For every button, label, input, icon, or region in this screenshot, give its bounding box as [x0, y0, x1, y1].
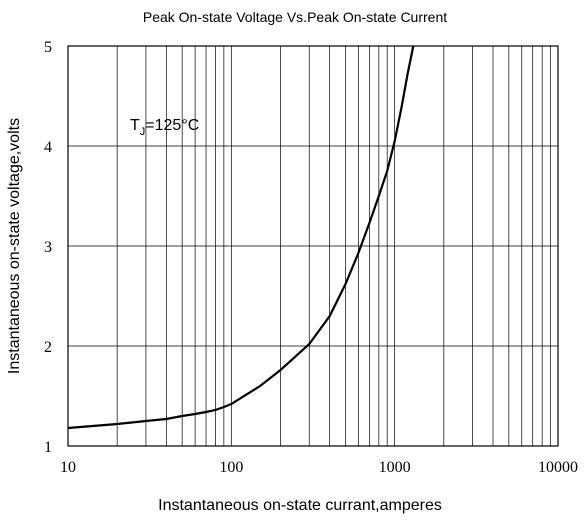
- y-tick-label: 2: [44, 339, 52, 356]
- grid: [68, 46, 558, 446]
- chart-title: Peak On-state Voltage Vs.Peak On-state C…: [143, 9, 447, 25]
- x-tick-labels: 10 100 1000 10000: [60, 459, 578, 476]
- x-tick-label: 100: [219, 459, 243, 476]
- y-tick-label: 3: [44, 239, 52, 256]
- x-tick-label: 1000: [379, 459, 411, 476]
- plot-frame: [67, 45, 559, 447]
- y-axis-label: Instantaneous on-state voltage,volts: [6, 118, 23, 374]
- y-tick-label: 1: [44, 439, 52, 456]
- y-tick-label: 4: [44, 139, 52, 156]
- series-line: [67, 45, 415, 430]
- annotation-main: T: [130, 117, 140, 134]
- x-axis-label: Instantaneous on-state currant,amperes: [158, 497, 442, 514]
- y-tick-label: 5: [44, 39, 52, 56]
- annotation-rest: =125°C: [145, 117, 199, 134]
- annotation-subscript: J: [140, 126, 146, 138]
- y-tick-labels: 1 2 3 4 5: [44, 39, 52, 456]
- x-tick-label: 10000: [538, 459, 578, 476]
- x-tick-label: 10: [60, 459, 76, 476]
- temperature-annotation: TJ=125°C: [130, 117, 199, 138]
